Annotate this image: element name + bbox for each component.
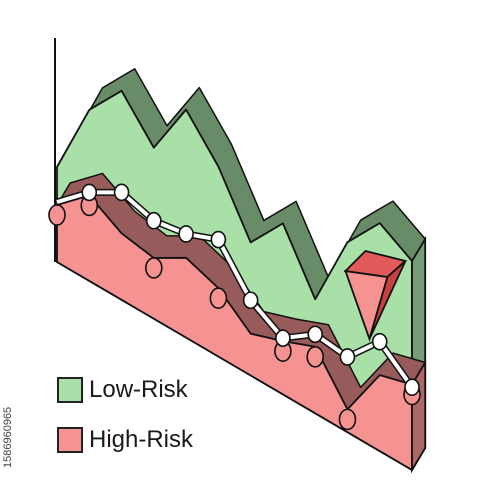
line-point-1 (81, 183, 98, 202)
line-point-11 (404, 378, 420, 397)
line-point-6 (242, 291, 259, 310)
legend-item-high-risk: High-Risk (57, 424, 193, 456)
line-point-10 (371, 332, 388, 351)
line-point-8 (307, 325, 323, 344)
peak-marker-side (368, 260, 407, 340)
high-risk-point-9 (338, 408, 357, 431)
line-point-7 (275, 329, 291, 347)
high-risk-point-0 (48, 204, 66, 226)
high-risk-point-3 (145, 257, 163, 279)
line-point-4 (178, 225, 194, 243)
line-point-2 (113, 183, 130, 202)
legend-item-low-risk: Low-Risk (57, 374, 193, 406)
high-risk-point-8 (306, 345, 324, 368)
high-risk-point-5 (209, 287, 228, 309)
line-point-5 (210, 230, 227, 249)
legend: Low-Risk High-Risk (57, 374, 193, 474)
legend-label-low-risk: Low-Risk (89, 376, 188, 403)
legend-label-high-risk: High-Risk (89, 426, 194, 453)
line-point-9 (339, 348, 356, 366)
legend-swatch-high-risk (57, 427, 83, 453)
line-point-3 (146, 211, 162, 230)
watermark-id: 1586960965 (2, 406, 14, 468)
legend-swatch-low-risk (57, 377, 83, 403)
